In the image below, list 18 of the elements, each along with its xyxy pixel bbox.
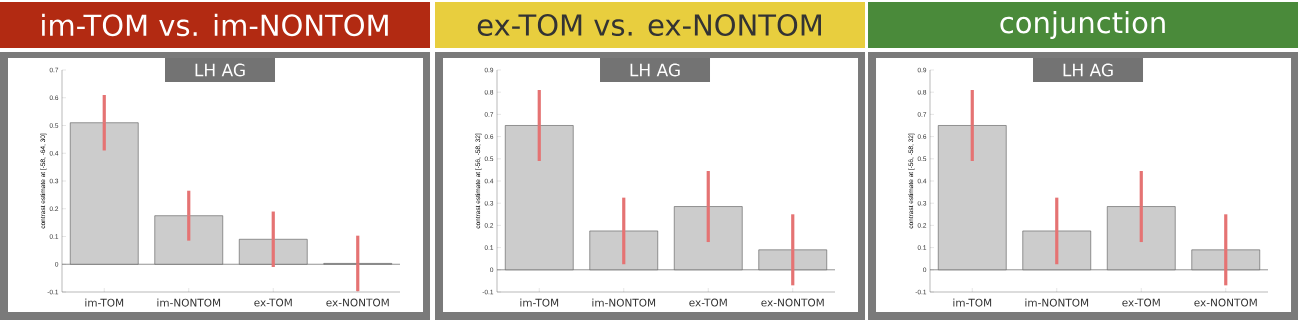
chart-subtitle: LH AG xyxy=(630,63,680,77)
x-tick-label: ex-TOM xyxy=(689,298,727,307)
x-tick-label: ex-NONTOM xyxy=(1194,298,1257,307)
x-tick-label: im-TOM xyxy=(953,298,992,307)
x-tick-label: im-NONTOM xyxy=(157,298,221,307)
chart-title: conjunction xyxy=(1000,10,1165,40)
chart-title: ex-TOM vs. ex-NONTOM xyxy=(477,14,821,36)
x-tick-label: ex-TOM xyxy=(1122,298,1160,307)
x-tick-label: ex-NONTOM xyxy=(326,298,389,307)
x-tick-label: im-NONTOM xyxy=(1025,298,1089,307)
chart-title: im-TOM vs. im-NONTOM xyxy=(42,13,388,37)
x-tick-label: ex-NONTOM xyxy=(761,298,824,307)
chart-subtitle: LH AG xyxy=(1063,63,1113,77)
x-tick-label: im-TOM xyxy=(520,298,559,307)
x-tick-label: im-NONTOM xyxy=(592,298,656,307)
x-tick-label: im-TOM xyxy=(85,298,124,307)
chart-subtitle: LH AG xyxy=(195,63,245,77)
x-tick-label: ex-TOM xyxy=(254,298,292,307)
